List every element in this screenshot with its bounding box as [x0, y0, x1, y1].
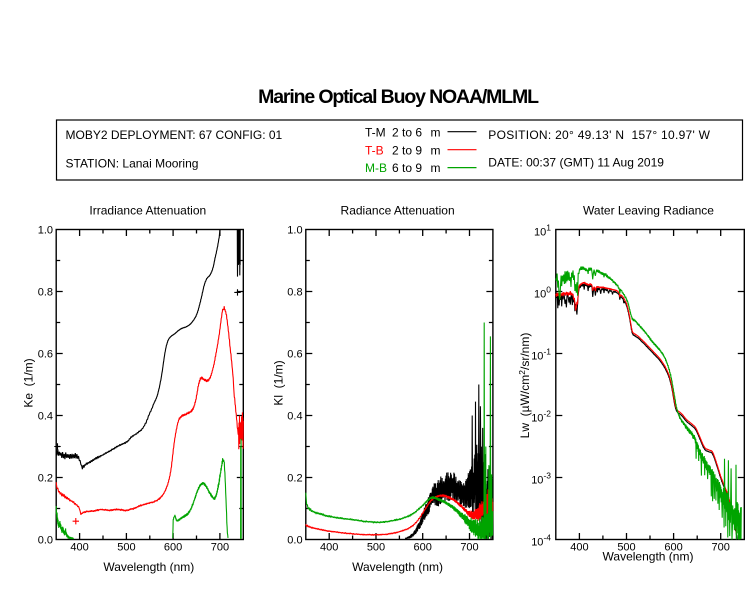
svg-text:Radiance Attenuation: Radiance Attenuation [341, 204, 455, 218]
svg-text:T-B: T-B [365, 143, 384, 157]
svg-text:POSITION: 20° 49.13' N 157° 1: POSITION: 20° 49.13' N 157° 10.97' W [488, 128, 710, 142]
svg-text:700: 700 [712, 541, 730, 553]
svg-text:0.2: 0.2 [38, 473, 53, 485]
svg-text:Ke (1/m): Ke (1/m) [22, 358, 36, 407]
svg-text:700: 700 [460, 541, 478, 553]
svg-text:0.4: 0.4 [38, 411, 53, 423]
svg-text:0.0: 0.0 [38, 535, 53, 547]
svg-text:m: m [431, 125, 441, 139]
svg-text:0.8: 0.8 [287, 287, 302, 299]
svg-text:Wavelength (nm): Wavelength (nm) [352, 560, 443, 574]
svg-text:0.8: 0.8 [38, 287, 53, 299]
svg-text:500: 500 [367, 541, 385, 553]
svg-text:Lw (µW/cm2/sr/nm): Lw (µW/cm2/sr/nm) [517, 333, 532, 439]
svg-text:6 to 9: 6 to 9 [392, 161, 422, 175]
svg-text:1.0: 1.0 [287, 225, 302, 237]
svg-text:500: 500 [117, 541, 135, 553]
svg-text:m: m [431, 161, 441, 175]
svg-text:700: 700 [211, 541, 229, 553]
svg-text:Water Leaving Radiance: Water Leaving Radiance [583, 204, 714, 218]
svg-text:0.2: 0.2 [287, 473, 302, 485]
svg-text:400: 400 [70, 541, 88, 553]
svg-text:Wavelength (nm): Wavelength (nm) [603, 550, 694, 564]
svg-text:2 to 6: 2 to 6 [392, 125, 422, 139]
svg-text:600: 600 [664, 541, 682, 553]
svg-text:Wavelength (nm): Wavelength (nm) [103, 560, 194, 574]
svg-text:1.0: 1.0 [38, 225, 53, 237]
svg-text:Marine Optical Buoy NOAA/MLML: Marine Optical Buoy NOAA/MLML [258, 86, 539, 108]
svg-text:0.6: 0.6 [287, 349, 302, 361]
svg-text:0.4: 0.4 [287, 411, 302, 423]
svg-text:Irradiance Attenuation: Irradiance Attenuation [89, 204, 206, 218]
svg-text:400: 400 [320, 541, 338, 553]
svg-text:Kl (1/m): Kl (1/m) [272, 360, 286, 405]
svg-text:0.6: 0.6 [38, 349, 53, 361]
svg-text:M-B: M-B [365, 161, 387, 175]
svg-text:500: 500 [617, 541, 635, 553]
svg-text:400: 400 [570, 541, 588, 553]
svg-text:m: m [431, 143, 441, 157]
svg-text:0.0: 0.0 [287, 535, 302, 547]
svg-text:DATE: 00:37 (GMT) 11 Aug 2019: DATE: 00:37 (GMT) 11 Aug 2019 [488, 156, 664, 170]
svg-text:MOBY2 DEPLOYMENT: 67 CONFIG: 0: MOBY2 DEPLOYMENT: 67 CONFIG: 01 [66, 128, 283, 142]
svg-text:STATION: Lanai Mooring: STATION: Lanai Mooring [66, 156, 199, 170]
svg-text:600: 600 [414, 541, 432, 553]
svg-text:600: 600 [164, 541, 182, 553]
svg-text:2 to 9: 2 to 9 [392, 143, 422, 157]
svg-text:T-M: T-M [365, 125, 386, 139]
